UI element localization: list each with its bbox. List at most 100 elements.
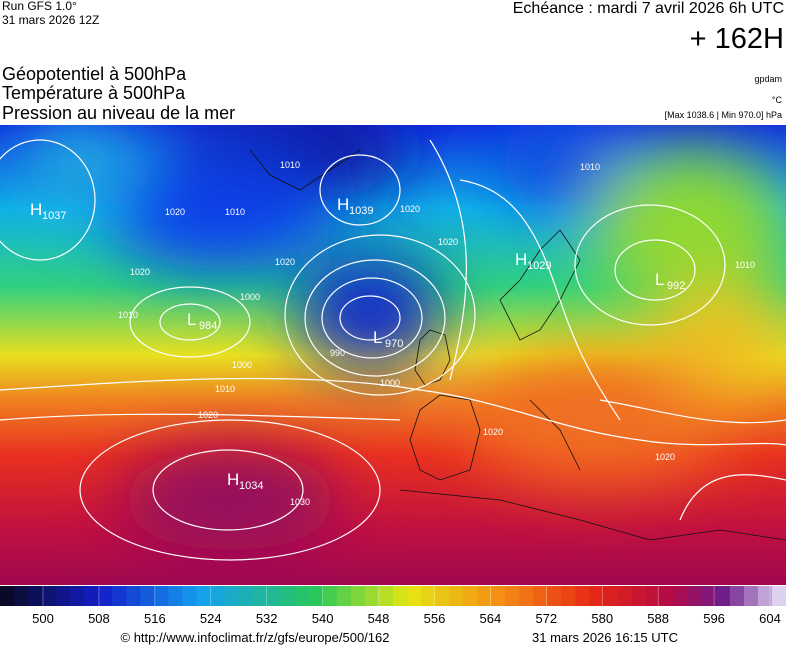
color-cell xyxy=(645,586,661,606)
center-letter: H xyxy=(227,470,239,489)
center-letter: H xyxy=(30,200,42,219)
isobar-label: 990 xyxy=(330,348,345,358)
isobar-label: 1020 xyxy=(198,410,218,420)
valid-time: Echéance : mardi 7 avril 2026 6h UTC xyxy=(513,0,784,17)
center-letter: H xyxy=(337,195,349,214)
color-cell xyxy=(463,586,478,606)
color-cell xyxy=(182,586,197,606)
color-cell xyxy=(126,586,141,606)
isobar-label: 1020 xyxy=(483,427,503,437)
color-cell xyxy=(757,586,773,606)
isobar-label: 1020 xyxy=(400,204,420,214)
coastlines xyxy=(249,149,786,541)
title-temperature: Température à 500hPa xyxy=(2,83,186,103)
timestamp: 31 mars 2026 16:15 UTC xyxy=(532,630,678,645)
color-cell xyxy=(378,586,394,606)
center-value: 970 xyxy=(385,338,403,350)
colorbar-tick-label: 580 xyxy=(591,611,613,626)
isobar-label: 1030 xyxy=(290,497,310,507)
color-cell xyxy=(393,586,408,606)
colorbar-tick-label: 540 xyxy=(312,611,334,626)
color-cell xyxy=(70,586,85,606)
isobar-label: 1020 xyxy=(275,257,295,267)
color-cell xyxy=(519,586,534,606)
isobar-label: 1000 xyxy=(240,292,260,302)
colorbar-tick-label: 604 xyxy=(759,611,781,626)
colorbar-tick-label: 572 xyxy=(535,611,557,626)
color-cell xyxy=(266,586,282,606)
center-letter: L xyxy=(187,310,196,329)
color-cell xyxy=(603,586,619,606)
isobar-label: 1020 xyxy=(438,237,458,247)
color-cell xyxy=(154,586,169,606)
isobars xyxy=(0,139,786,561)
run-date: 31 mars 2026 12Z xyxy=(2,13,99,27)
colorbar-tick-label: 556 xyxy=(424,611,446,626)
lead-time: + 162H xyxy=(690,23,784,55)
center-value: 1029 xyxy=(527,260,551,272)
color-cell xyxy=(252,586,268,606)
color-cell xyxy=(294,586,310,606)
color-cell xyxy=(112,586,127,606)
color-cell xyxy=(435,586,450,606)
color-cell xyxy=(322,586,338,606)
isobar-label: 1000 xyxy=(380,378,400,388)
map: 1010 1020 1010 1000 1020 1010 1000 1010 … xyxy=(0,125,786,585)
color-cell xyxy=(477,586,492,606)
colorbar-tick-label: 516 xyxy=(144,611,166,626)
isobar-label: 1000 xyxy=(232,360,252,370)
unit-geopotential: gpdam xyxy=(754,74,782,84)
center-value: 1039 xyxy=(349,205,373,217)
center-value: 1034 xyxy=(239,480,263,492)
isobar-label: 1020 xyxy=(655,452,675,462)
color-cell xyxy=(407,586,422,606)
field-blobs xyxy=(20,125,786,550)
color-cell xyxy=(547,586,562,606)
color-cell xyxy=(631,586,647,606)
color-cell xyxy=(561,586,576,606)
isobar-label: 1010 xyxy=(215,384,235,394)
color-cell xyxy=(729,586,745,606)
color-cell xyxy=(687,586,703,606)
source-url: © http://www.infoclimat.fr/z/gfs/europe/… xyxy=(121,630,390,645)
run-label: Run GFS 1.0° xyxy=(2,0,77,13)
color-cell xyxy=(449,586,464,606)
center-letter: L xyxy=(655,270,664,289)
colorbar-tick-label: 548 xyxy=(368,611,390,626)
color-scale: 500 508 516 524 532 540 548 556 564 572 580 588 596 6… xyxy=(0,586,786,626)
color-cell xyxy=(743,586,759,606)
color-cell xyxy=(575,586,590,606)
isobar-label: 1020 xyxy=(165,207,185,217)
color-cell xyxy=(196,586,212,606)
color-cell xyxy=(701,586,717,606)
color-cell xyxy=(28,586,43,606)
isobar-label: 1010 xyxy=(225,207,245,217)
color-cell xyxy=(589,586,605,606)
unit-temperature: °C xyxy=(772,95,783,105)
title-geopotential: Géopotentiel à 500hPa xyxy=(2,64,187,84)
color-cell xyxy=(0,586,15,606)
color-cell xyxy=(42,586,57,606)
color-cell xyxy=(336,586,352,606)
center-value: 984 xyxy=(199,320,217,332)
map-labels: 1010 1020 1010 1000 1020 1010 1000 1010 … xyxy=(30,160,755,507)
isobar-label: 1010 xyxy=(118,310,138,320)
color-cell xyxy=(350,586,366,606)
colorbar-tick-label: 564 xyxy=(480,611,502,626)
color-cell xyxy=(364,586,380,606)
unit-pressure: [Max 1038.6 | Min 970.0] hPa xyxy=(665,110,782,120)
color-cell xyxy=(224,586,240,606)
title-pressure: Pression au niveau de la mer xyxy=(2,103,235,123)
color-cell xyxy=(14,586,29,606)
color-cell xyxy=(617,586,633,606)
center-value: 1037 xyxy=(42,210,66,222)
colorbar-tick-label: 500 xyxy=(32,611,54,626)
center-value: 992 xyxy=(667,280,685,292)
center-letter: H xyxy=(515,250,527,269)
isobar-label: 1010 xyxy=(735,260,755,270)
color-cell xyxy=(533,586,548,606)
color-cell xyxy=(491,586,506,606)
colorbar-tick-label: 596 xyxy=(703,611,725,626)
color-cell xyxy=(168,586,183,606)
center-letter: L xyxy=(373,328,382,347)
